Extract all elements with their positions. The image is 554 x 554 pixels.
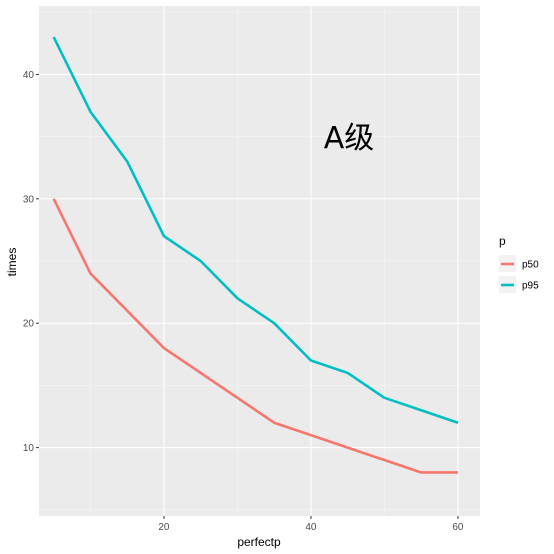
- x-axis-title: perfectp: [237, 535, 281, 549]
- series-layer: [52, 36, 459, 474]
- legend: p p50 p95: [499, 234, 539, 293]
- x-tick-label: 60: [452, 522, 464, 533]
- annotation-label: A级: [324, 121, 375, 156]
- y-tick-label: 30: [23, 194, 35, 205]
- legend-label-p50: p50: [522, 260, 539, 271]
- x-tick-label: 40: [305, 522, 317, 533]
- major-gridlines: [39, 6, 480, 516]
- minor-gridlines: [39, 6, 480, 516]
- x-tick-label: 20: [158, 522, 170, 533]
- x-axis: 20 40 60: [158, 516, 464, 533]
- legend-label-p95: p95: [522, 281, 539, 292]
- series-line-p50: [52, 198, 458, 474]
- y-axis-title: times: [5, 248, 19, 277]
- series-line-p95: [52, 36, 459, 424]
- y-tick-label: 10: [23, 443, 35, 454]
- legend-title: p: [499, 234, 506, 248]
- legend-items: p50 p95: [499, 255, 539, 293]
- y-axis: 10 20 30 40: [23, 70, 39, 454]
- y-tick-label: 40: [23, 70, 35, 81]
- y-tick-label: 20: [23, 319, 35, 330]
